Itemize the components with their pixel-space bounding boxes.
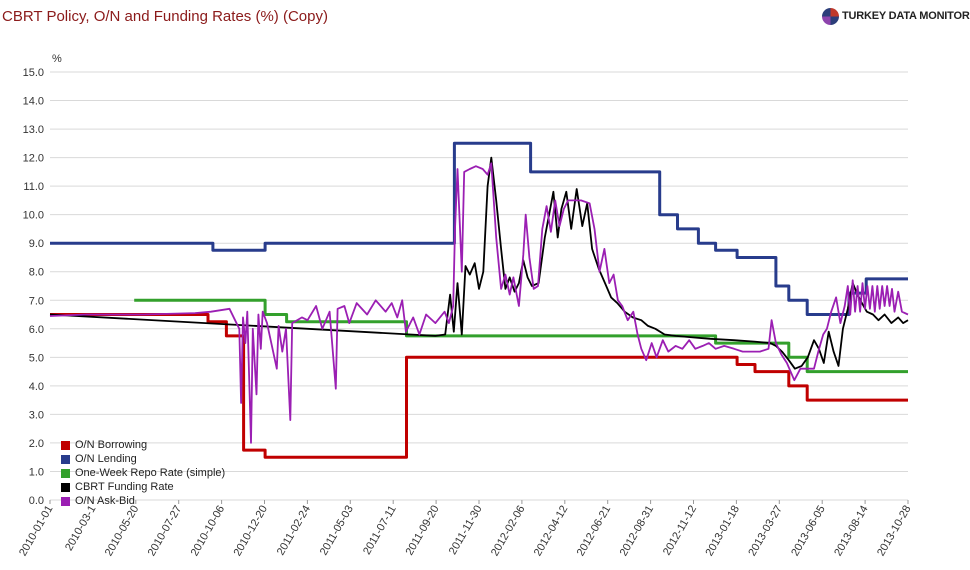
legend-label: O/N Lending (75, 453, 137, 465)
y-tick-label: 2.0 (29, 438, 44, 450)
x-tick-label: 2011-07-11 (361, 504, 399, 557)
y-tick-label: 0.0 (29, 495, 44, 507)
chart-grid (50, 71, 908, 501)
x-tick-label: 2013-03-27 (746, 504, 785, 559)
x-tick-label: 2012-06-21 (575, 504, 614, 559)
y-tick-label: 14.0 (23, 96, 44, 108)
legend-item[interactable]: O/N Ask-Bid (61, 494, 225, 508)
legend-swatch (61, 440, 70, 450)
x-tick-label: 2010-12-20 (232, 504, 271, 559)
x-tick-label: 2011-09-20 (404, 504, 442, 558)
series-line-o-n-lending (50, 141, 908, 316)
chart-title: CBRT Policy, O/N and Funding Rates (%) (… (2, 8, 328, 25)
brand[interactable]: TURKEY DATA MONITOR (822, 6, 970, 26)
x-tick-label: 2010-05-20 (103, 504, 142, 559)
x-tick-label: 2010-07-27 (146, 504, 185, 559)
x-tick-label: 2013-06-05 (789, 504, 828, 559)
y-tick-label: 9.0 (29, 238, 44, 250)
legend-item[interactable]: One-Week Repo Rate (simple) (61, 466, 225, 480)
legend-swatch (61, 482, 70, 492)
y-tick-label: 10.0 (23, 210, 44, 222)
x-tick-label: 2010-10-06 (189, 504, 228, 559)
x-axis-ticks: 2010-01-01 2010-03-1 2010-05-20 2010-07-27 2… (17, 500, 914, 558)
chart-series (49, 141, 909, 459)
y-tick-label: 8.0 (29, 267, 44, 279)
y-axis-unit: % (52, 53, 62, 65)
x-tick-label: 2011-11-30 (447, 504, 485, 557)
x-tick-label: 2011-05-03 (318, 504, 356, 558)
x-tick-label: 2012-11-12 (661, 504, 699, 558)
y-tick-label: 13.0 (23, 124, 44, 136)
x-tick-label: 2013-10-28 (875, 504, 914, 559)
legend-item[interactable]: O/N Borrowing (61, 438, 225, 452)
chart-legend: O/N Borrowing O/N Lending One-Week Repo Ra… (61, 438, 225, 508)
y-tick-label: 7.0 (29, 295, 44, 307)
x-tick-label: 2013-08-14 (832, 504, 871, 559)
y-tick-label: 3.0 (29, 409, 44, 421)
legend-swatch (61, 454, 70, 464)
y-tick-label: 5.0 (29, 352, 44, 364)
y-tick-label: 15.0 (23, 67, 44, 79)
brand-name: TURKEY DATA MONITOR (842, 10, 970, 22)
y-tick-label: 4.0 (29, 381, 44, 393)
x-tick-label: 2012-08-31 (618, 504, 657, 559)
y-tick-label: 11.0 (23, 181, 44, 193)
brand-logo-icon (822, 7, 839, 25)
x-tick-label: 2011-02-24 (275, 504, 313, 558)
legend-label: CBRT Funding Rate (75, 481, 174, 493)
y-tick-label: 12.0 (23, 153, 44, 165)
legend-swatch (61, 468, 70, 478)
legend-label: O/N Borrowing (75, 439, 148, 451)
legend-label: One-Week Repo Rate (simple) (75, 467, 226, 479)
x-tick-label: 2013-01-18 (703, 504, 742, 559)
legend-swatch (61, 496, 70, 506)
series-line-one-week-repo-rate-simple- (134, 298, 908, 374)
y-axis-ticks: 0.0 1.0 2.0 3.0 4.0 5.0 6.0 7.0 8.0 9.0 10.0 11.0 12… (23, 67, 44, 507)
y-tick-label: 6.0 (29, 324, 44, 336)
x-tick-label: 2012-02-06 (489, 504, 528, 559)
x-tick-label: 2010-03-1 (63, 504, 98, 553)
legend-item[interactable]: CBRT Funding Rate (61, 480, 225, 494)
legend-item[interactable]: O/N Lending (61, 452, 225, 466)
legend-label: O/N Ask-Bid (75, 495, 135, 507)
x-tick-label: 2010-01-01 (17, 504, 56, 559)
x-tick-label: 2012-04-12 (532, 504, 571, 559)
series-line-o-n-ask-bid (49, 162, 909, 444)
y-tick-label: 1.0 (29, 466, 44, 478)
